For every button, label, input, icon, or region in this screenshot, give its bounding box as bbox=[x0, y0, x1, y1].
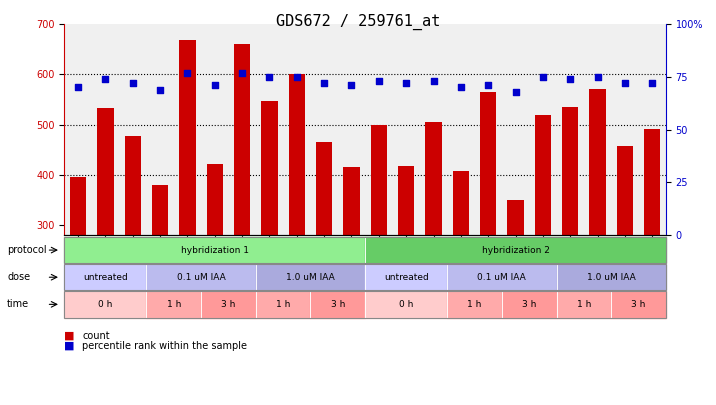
Point bbox=[100, 76, 111, 82]
Point bbox=[155, 86, 166, 93]
Text: 1 h: 1 h bbox=[468, 300, 482, 309]
Text: 1 h: 1 h bbox=[167, 300, 181, 309]
Text: untreated: untreated bbox=[384, 273, 429, 282]
Text: 1.0 uM IAA: 1.0 uM IAA bbox=[587, 273, 636, 282]
Bar bbox=[179, 40, 195, 375]
Point bbox=[209, 82, 221, 89]
Text: time: time bbox=[7, 299, 29, 309]
Point bbox=[182, 70, 193, 76]
Point bbox=[619, 80, 631, 87]
Bar bbox=[343, 167, 359, 375]
Text: 0.1 uM IAA: 0.1 uM IAA bbox=[177, 273, 226, 282]
Text: 3 h: 3 h bbox=[632, 300, 646, 309]
Text: 1.0 uM IAA: 1.0 uM IAA bbox=[286, 273, 335, 282]
Text: 3 h: 3 h bbox=[331, 300, 345, 309]
Bar bbox=[261, 100, 278, 375]
Point bbox=[510, 88, 521, 95]
Text: untreated: untreated bbox=[83, 273, 128, 282]
Point bbox=[373, 78, 384, 84]
Point bbox=[236, 70, 248, 76]
Bar bbox=[480, 92, 496, 375]
Bar bbox=[616, 146, 633, 375]
Bar bbox=[398, 166, 415, 375]
Point bbox=[291, 74, 303, 80]
Point bbox=[319, 80, 330, 87]
Text: 1 h: 1 h bbox=[576, 300, 591, 309]
Bar bbox=[97, 108, 114, 375]
Text: 0.1 uM IAA: 0.1 uM IAA bbox=[478, 273, 526, 282]
Point bbox=[427, 78, 439, 84]
Bar bbox=[234, 45, 251, 375]
Bar bbox=[316, 142, 332, 375]
Text: ■: ■ bbox=[64, 331, 75, 341]
Point bbox=[263, 74, 275, 80]
Bar bbox=[644, 129, 660, 375]
Point bbox=[455, 84, 467, 91]
Bar bbox=[152, 185, 168, 375]
Text: 0 h: 0 h bbox=[98, 300, 112, 309]
Point bbox=[592, 74, 604, 80]
Bar bbox=[425, 122, 442, 375]
Bar bbox=[508, 200, 523, 375]
Text: 3 h: 3 h bbox=[522, 300, 536, 309]
Point bbox=[647, 80, 658, 87]
Text: percentile rank within the sample: percentile rank within the sample bbox=[82, 341, 247, 351]
Bar bbox=[589, 90, 606, 375]
Point bbox=[346, 82, 357, 89]
Bar bbox=[535, 115, 551, 375]
Text: protocol: protocol bbox=[7, 245, 47, 255]
Point bbox=[72, 84, 84, 91]
Point bbox=[564, 76, 576, 82]
Text: ■: ■ bbox=[64, 341, 75, 351]
Point bbox=[483, 82, 494, 89]
Bar bbox=[289, 75, 305, 375]
Text: GDS672 / 259761_at: GDS672 / 259761_at bbox=[276, 14, 440, 30]
Text: 0 h: 0 h bbox=[399, 300, 413, 309]
Bar bbox=[371, 125, 387, 375]
Point bbox=[127, 80, 138, 87]
Bar bbox=[453, 171, 469, 375]
Bar bbox=[207, 164, 223, 375]
Point bbox=[537, 74, 548, 80]
Bar bbox=[70, 177, 87, 375]
Bar bbox=[125, 136, 141, 375]
Text: dose: dose bbox=[7, 272, 30, 282]
Text: hybridization 2: hybridization 2 bbox=[482, 245, 549, 255]
Text: 1 h: 1 h bbox=[276, 300, 290, 309]
Text: 3 h: 3 h bbox=[221, 300, 236, 309]
Text: hybridization 1: hybridization 1 bbox=[181, 245, 248, 255]
Point bbox=[400, 80, 412, 87]
Bar bbox=[562, 107, 579, 375]
Text: count: count bbox=[82, 331, 110, 341]
